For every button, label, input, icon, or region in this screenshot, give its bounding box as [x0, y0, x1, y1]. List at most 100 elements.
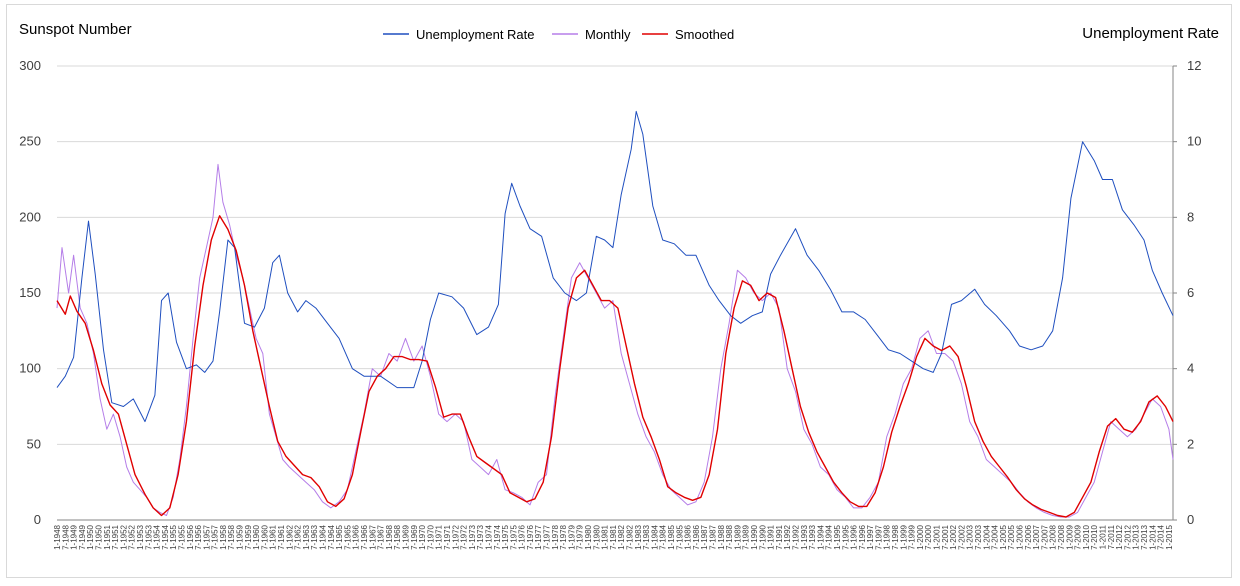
- x-tick-label: 1-1997: [866, 524, 875, 549]
- x-tick-label: 7-1954: [161, 524, 170, 549]
- x-tick-label: 7-1957: [211, 524, 220, 549]
- x-tick-label: 7-2007: [1040, 524, 1049, 549]
- x-tick-label: 7-1956: [194, 524, 203, 549]
- x-tick-label: 7-2001: [941, 524, 950, 549]
- x-tick-label: 7-1979: [576, 524, 585, 549]
- x-tick-label: 1-1998: [883, 524, 892, 549]
- x-tick-label: 1-2000: [916, 524, 925, 549]
- x-tick-label: 1-1953: [136, 524, 145, 549]
- x-tick-label: 1-1962: [285, 524, 294, 549]
- x-tick-label: 1-1958: [219, 524, 228, 549]
- chart-frame: 0 50 100 150 200 250 300 0 2 4 6 8 10 12 1-1948 7-194…: [6, 4, 1232, 578]
- x-tick-label: 1-2012: [1115, 524, 1124, 549]
- x-tick-label: 7-1977: [543, 524, 552, 549]
- x-tick-label: 7-1976: [526, 524, 535, 549]
- x-tick-label: 7-1965: [343, 524, 352, 549]
- x-tick-label: 1-1999: [899, 524, 908, 549]
- right-axis-ticks: 0 2 4 6 8 10 12: [1173, 58, 1201, 527]
- x-tick-label: 1-1971: [435, 524, 444, 549]
- x-tick-label: 7-1990: [758, 524, 767, 549]
- right-tick-label: 6: [1187, 285, 1194, 300]
- x-tick-label: 7-2010: [1090, 524, 1099, 549]
- x-tick-label: 1-1976: [518, 524, 527, 549]
- x-tick-label: 1-1984: [650, 524, 659, 549]
- x-tick-label: 1-1988: [717, 524, 726, 549]
- x-tick-label: 7-1992: [791, 524, 800, 549]
- series-line-unemployment-rate: [56, 110, 1174, 423]
- x-tick-label: 7-1981: [609, 524, 618, 549]
- x-tick-label: 7-1995: [841, 524, 850, 549]
- x-tick-label: 7-2014: [1157, 524, 1166, 549]
- left-axis-title: Sunspot Number: [19, 21, 132, 38]
- x-tick-label: 1-1973: [468, 524, 477, 549]
- x-tick-label: 7-1980: [592, 524, 601, 549]
- x-tick-label: 7-1971: [443, 524, 452, 549]
- x-tick-label: 7-1994: [825, 524, 834, 549]
- x-tick-label: 1-1983: [634, 524, 643, 549]
- left-tick-label: 50: [27, 436, 41, 451]
- x-tick-label: 1-2002: [949, 524, 958, 549]
- x-tick-label: 1-1954: [153, 524, 162, 549]
- x-tick-label: 7-1975: [509, 524, 518, 549]
- x-tick-label: 7-1953: [144, 524, 153, 549]
- x-tick-label: 7-2002: [957, 524, 966, 549]
- x-tick-label: 1-1955: [169, 524, 178, 549]
- x-tick-label: 7-1982: [626, 524, 635, 549]
- x-tick-label: 1-1995: [833, 524, 842, 549]
- x-tick-label: 1-2003: [966, 524, 975, 549]
- left-axis-ticks: 0 50 100 150 200 250 300: [19, 58, 41, 527]
- left-tick-label: 200: [19, 209, 41, 224]
- x-tick-label: 7-1986: [692, 524, 701, 549]
- x-tick-label: 7-1966: [360, 524, 369, 549]
- x-tick-label: 1-2004: [982, 524, 991, 549]
- x-tick-label: 1-2001: [933, 524, 942, 549]
- x-tick-label: 7-2000: [924, 524, 933, 549]
- x-tick-label: 1-1951: [103, 524, 112, 549]
- x-tick-label: 1-1956: [186, 524, 195, 549]
- x-tick-label: 1-1987: [700, 524, 709, 549]
- x-tick-label: 1-1977: [534, 524, 543, 549]
- x-tick-label: 1-2011: [1098, 524, 1107, 549]
- x-tick-label: 7-1989: [742, 524, 751, 549]
- x-tick-label: 1-2006: [1015, 524, 1024, 549]
- gridlines: [57, 65, 1174, 521]
- right-tick-label: 0: [1187, 512, 1194, 527]
- x-tick-label: 7-1964: [327, 524, 336, 549]
- x-tick-label: 1-1948: [53, 524, 62, 549]
- x-tick-label: 1-1950: [86, 524, 95, 549]
- series-line-smoothed: [56, 215, 1174, 518]
- x-tick-label: 7-2012: [1123, 524, 1132, 549]
- right-tick-label: 10: [1187, 134, 1201, 149]
- x-tick-label: 7-1973: [476, 524, 485, 549]
- x-tick-label: 7-1999: [908, 524, 917, 549]
- legend-label-monthly: Monthly: [585, 27, 631, 42]
- x-tick-label: 1-1993: [800, 524, 809, 549]
- x-tick-label: 1-2013: [1132, 524, 1141, 549]
- x-tick-label: 7-1970: [426, 524, 435, 549]
- right-axis-title: Unemployment Rate: [1082, 25, 1219, 42]
- x-tick-label: 7-1985: [675, 524, 684, 549]
- left-tick-label: 0: [34, 512, 41, 527]
- x-tick-label: 7-2004: [991, 524, 1000, 549]
- series-layer: [56, 110, 1174, 518]
- x-tick-label: 7-2005: [1007, 524, 1016, 549]
- x-tick-label: 7-1998: [891, 524, 900, 549]
- x-tick-label: 1-1967: [368, 524, 377, 549]
- x-tick-label: 1-2005: [999, 524, 1008, 549]
- x-tick-label: 1-1989: [733, 524, 742, 549]
- legend-label-unemployment-rate: Unemployment Rate: [416, 27, 535, 42]
- x-tick-label: 1-1968: [385, 524, 394, 549]
- x-tick-label: 7-2009: [1074, 524, 1083, 549]
- x-tick-label: 1-1986: [684, 524, 693, 549]
- x-tick-label: 7-1949: [78, 524, 87, 549]
- x-tick-label: 1-2009: [1065, 524, 1074, 549]
- x-tick-label: 7-1951: [111, 524, 120, 549]
- x-tick-label: 1-1949: [70, 524, 79, 549]
- x-tick-label: 1-1991: [767, 524, 776, 549]
- left-tick-label: 150: [19, 285, 41, 300]
- x-tick-label: 7-1960: [260, 524, 269, 549]
- x-tick-label: 1-1966: [352, 524, 361, 549]
- x-tick-label: 7-1978: [559, 524, 568, 549]
- x-tick-label: 1-1959: [236, 524, 245, 549]
- right-tick-label: 12: [1187, 58, 1201, 73]
